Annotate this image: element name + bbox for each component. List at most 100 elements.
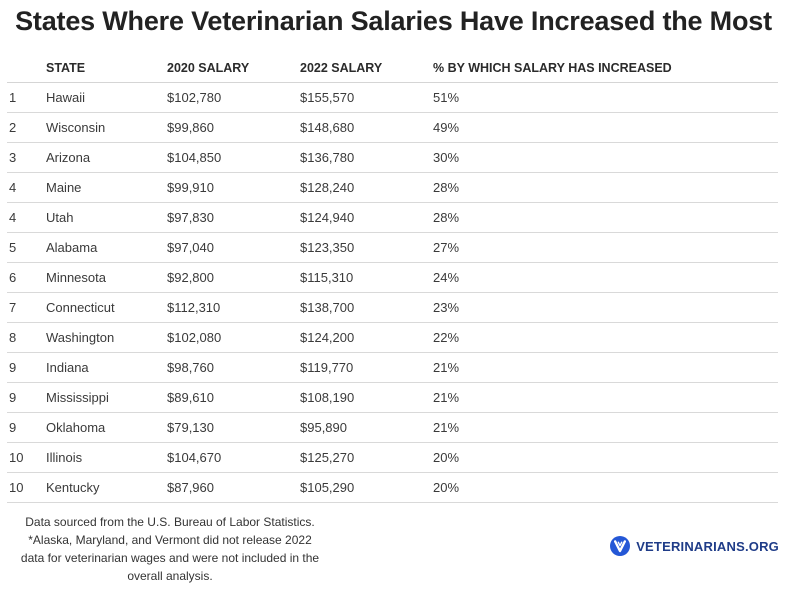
state-cell: Washington [46, 322, 167, 353]
salary-2020-cell: $104,670 [167, 442, 300, 473]
state-cell: Indiana [46, 352, 167, 383]
table-row: 3 Arizona $104,850 $136,780 30% [7, 142, 778, 173]
footnote-line: Data sourced from the U.S. Bureau of Lab… [25, 515, 315, 529]
percent-increase-cell: 20% [433, 472, 778, 503]
percent-increase-cell: 49% [433, 112, 778, 143]
veterinarians-logo-icon [610, 536, 631, 556]
salary-2020-cell: $99,910 [167, 172, 300, 203]
table-row: 10 Kentucky $87,960 $105,290 20% [7, 472, 778, 503]
salary-2020-cell: $104,850 [167, 142, 300, 173]
table-row: 8 Washington $102,080 $124,200 22% [7, 322, 778, 353]
state-cell: Illinois [46, 442, 167, 473]
salary-2022-cell: $125,270 [300, 442, 433, 473]
rank-cell: 7 [7, 292, 46, 323]
table-header-row: STATE 2020 SALARY 2022 SALARY % BY WHICH… [7, 53, 778, 83]
state-cell: Maine [46, 172, 167, 203]
table-body: 1 Hawaii $102,780 $155,570 51% 2 Wisconsin $99,… [7, 82, 778, 503]
state-cell: Utah [46, 202, 167, 233]
salary-2020-cell: $112,310 [167, 292, 300, 323]
rank-cell: 5 [7, 232, 46, 263]
table-row: 10 Illinois $104,670 $125,270 20% [7, 442, 778, 473]
salary-2020-cell: $87,960 [167, 472, 300, 503]
salary-2022-cell: $123,350 [300, 232, 433, 263]
rank-cell: 10 [7, 442, 46, 473]
table-row: 4 Utah $97,830 $124,940 28% [7, 202, 778, 233]
percent-increase-cell: 51% [433, 82, 778, 113]
percent-increase-cell: 21% [433, 352, 778, 383]
rank-cell: 8 [7, 322, 46, 353]
table-row: 9 Indiana $98,760 $119,770 21% [7, 352, 778, 383]
salary-2020-cell: $97,830 [167, 202, 300, 233]
salary-2022-cell: $155,570 [300, 82, 433, 113]
salary-2022-cell: $115,310 [300, 262, 433, 293]
salary-2020-cell: $102,780 [167, 82, 300, 113]
percent-increase-cell: 28% [433, 202, 778, 233]
salary-2020-cell: $79,130 [167, 412, 300, 443]
salary-2020-cell: $92,800 [167, 262, 300, 293]
salary-2022-cell: $108,190 [300, 382, 433, 413]
state-cell: Arizona [46, 142, 167, 173]
rank-cell: 2 [7, 112, 46, 143]
salary-2022-cell: $148,680 [300, 112, 433, 143]
rank-cell: 9 [7, 412, 46, 443]
percent-increase-cell: 23% [433, 292, 778, 323]
percent-increase-cell: 22% [433, 322, 778, 353]
state-cell: Wisconsin [46, 112, 167, 143]
source-footnote: Data sourced from the U.S. Bureau of Lab… [0, 513, 340, 585]
state-cell: Oklahoma [46, 412, 167, 443]
table-row: 5 Alabama $97,040 $123,350 27% [7, 232, 778, 263]
brand-name: VETERINARIANS.ORG [636, 538, 779, 554]
percent-increase-cell: 21% [433, 382, 778, 413]
salary-2022-cell: $136,780 [300, 142, 433, 173]
table-row: 4 Maine $99,910 $128,240 28% [7, 172, 778, 203]
header-2020-salary: 2020 SALARY [167, 53, 300, 83]
salary-2022-cell: $138,700 [300, 292, 433, 323]
rank-cell: 6 [7, 262, 46, 293]
percent-increase-cell: 21% [433, 412, 778, 443]
salary-2022-cell: $124,940 [300, 202, 433, 233]
rank-cell: 3 [7, 142, 46, 173]
state-cell: Minnesota [46, 262, 167, 293]
header-rank [7, 53, 46, 83]
salary-2022-cell: $124,200 [300, 322, 433, 353]
table-row: 9 Mississippi $89,610 $108,190 21% [7, 382, 778, 413]
rank-cell: 10 [7, 472, 46, 503]
salary-2020-cell: $89,610 [167, 382, 300, 413]
salary-table: STATE 2020 SALARY 2022 SALARY % BY WHICH… [7, 53, 778, 503]
state-cell: Mississippi [46, 382, 167, 413]
state-cell: Alabama [46, 232, 167, 263]
header-state: STATE [46, 53, 167, 83]
percent-increase-cell: 30% [433, 142, 778, 173]
percent-increase-cell: 24% [433, 262, 778, 293]
brand-logo[interactable]: VETERINARIANS.ORG [610, 536, 779, 556]
rank-cell: 1 [7, 82, 46, 113]
table-row: 9 Oklahoma $79,130 $95,890 21% [7, 412, 778, 443]
salary-2022-cell: $128,240 [300, 172, 433, 203]
state-cell: Hawaii [46, 82, 167, 113]
salary-2020-cell: $99,860 [167, 112, 300, 143]
footnote-line: data for veterinarian wages and were not… [20, 551, 320, 565]
header-percent-increase: % BY WHICH SALARY HAS INCREASED [433, 53, 778, 83]
salary-2020-cell: $97,040 [167, 232, 300, 263]
table-row: 1 Hawaii $102,780 $155,570 51% [7, 82, 778, 113]
salary-2022-cell: $95,890 [300, 412, 433, 443]
percent-increase-cell: 28% [433, 172, 778, 203]
table-row: 7 Connecticut $112,310 $138,700 23% [7, 292, 778, 323]
table-row: 6 Minnesota $92,800 $115,310 24% [7, 262, 778, 293]
salary-2020-cell: $98,760 [167, 352, 300, 383]
state-cell: Connecticut [46, 292, 167, 323]
percent-increase-cell: 27% [433, 232, 778, 263]
chart-title: States Where Veterinarian Salaries Have … [15, 6, 772, 36]
rank-cell: 9 [7, 352, 46, 383]
rank-cell: 9 [7, 382, 46, 413]
rank-cell: 4 [7, 172, 46, 203]
percent-increase-cell: 20% [433, 442, 778, 473]
salary-2020-cell: $102,080 [167, 322, 300, 353]
state-cell: Kentucky [46, 472, 167, 503]
footnote-line: overall analysis. [127, 569, 213, 583]
table-row: 2 Wisconsin $99,860 $148,680 49% [7, 112, 778, 143]
header-2022-salary: 2022 SALARY [300, 53, 433, 83]
footnote-line: *Alaska, Maryland, and Vermont did not r… [28, 533, 312, 547]
rank-cell: 4 [7, 202, 46, 233]
salary-2022-cell: $119,770 [300, 352, 433, 383]
